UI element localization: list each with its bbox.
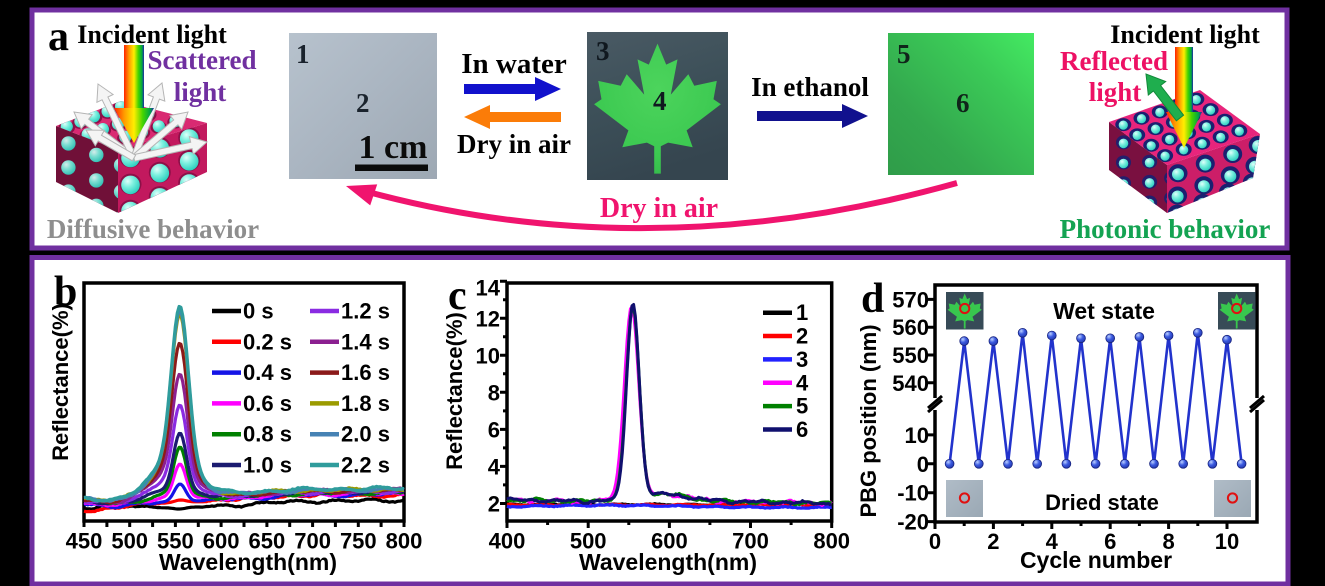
svg-text:0.4 s: 0.4 s <box>243 360 292 385</box>
svg-text:1.4 s: 1.4 s <box>341 329 390 354</box>
svg-text:3: 3 <box>596 36 610 66</box>
svg-text:2: 2 <box>796 324 808 349</box>
svg-text:4: 4 <box>653 86 667 116</box>
svg-text:1.6 s: 1.6 s <box>341 360 390 385</box>
svg-text:14: 14 <box>476 276 501 301</box>
svg-text:Wet state: Wet state <box>1053 298 1155 324</box>
svg-text:5: 5 <box>796 394 808 419</box>
svg-text:d: d <box>861 276 884 322</box>
svg-text:light: light <box>174 77 227 107</box>
svg-text:5: 5 <box>897 39 911 69</box>
svg-text:500: 500 <box>570 529 607 554</box>
svg-text:4: 4 <box>1046 529 1059 554</box>
svg-text:-20: -20 <box>897 510 929 535</box>
svg-text:500: 500 <box>111 529 148 554</box>
svg-text:Dry in air: Dry in air <box>600 193 718 224</box>
svg-text:1.2 s: 1.2 s <box>341 299 390 324</box>
svg-text:6: 6 <box>488 417 500 442</box>
svg-text:6: 6 <box>1104 529 1116 554</box>
svg-text:2: 2 <box>356 88 370 118</box>
svg-text:2: 2 <box>987 529 999 554</box>
svg-text:Cycle number: Cycle number <box>1020 547 1172 573</box>
svg-text:2: 2 <box>488 492 500 517</box>
svg-text:Wavelength(nm): Wavelength(nm) <box>579 549 757 575</box>
svg-text:4: 4 <box>488 454 501 479</box>
svg-text:Photonic behavior: Photonic behavior <box>1060 214 1271 244</box>
svg-text:8: 8 <box>488 380 500 405</box>
svg-text:550: 550 <box>157 529 194 554</box>
svg-text:1: 1 <box>796 300 808 325</box>
svg-text:Reflectance(%): Reflectance(%) <box>48 303 73 461</box>
svg-text:0.8 s: 0.8 s <box>243 422 292 447</box>
svg-text:Incident light: Incident light <box>1110 20 1260 49</box>
svg-text:12: 12 <box>476 306 500 331</box>
svg-text:0 s: 0 s <box>243 299 274 324</box>
svg-text:550: 550 <box>892 343 929 368</box>
svg-text:2.0 s: 2.0 s <box>341 422 390 447</box>
svg-text:2.2 s: 2.2 s <box>341 453 390 478</box>
svg-text:0.2 s: 0.2 s <box>243 329 292 354</box>
svg-text:In ethanol: In ethanol <box>751 72 869 102</box>
svg-text:0: 0 <box>917 452 929 477</box>
svg-text:700: 700 <box>294 529 331 554</box>
svg-text:10: 10 <box>476 343 500 368</box>
svg-text:600: 600 <box>651 529 688 554</box>
svg-text:Wavelength(nm): Wavelength(nm) <box>159 549 337 575</box>
svg-text:600: 600 <box>203 529 240 554</box>
svg-text:700: 700 <box>732 529 769 554</box>
svg-text:1.0 s: 1.0 s <box>243 453 292 478</box>
svg-text:3: 3 <box>796 347 808 372</box>
svg-text:800: 800 <box>813 529 850 554</box>
svg-text:Reflectance(%): Reflectance(%) <box>442 312 467 470</box>
svg-text:650: 650 <box>249 529 286 554</box>
svg-text:560: 560 <box>892 315 929 340</box>
svg-text:Incident light: Incident light <box>77 20 227 49</box>
svg-text:Dried state: Dried state <box>1045 490 1159 515</box>
svg-text:0: 0 <box>929 529 941 554</box>
svg-text:1: 1 <box>296 39 310 69</box>
svg-text:6: 6 <box>796 417 808 442</box>
svg-text:0.6 s: 0.6 s <box>243 391 292 416</box>
svg-text:PBG position (nm): PBG position (nm) <box>856 324 881 517</box>
svg-text:-10: -10 <box>897 481 929 506</box>
svg-text:570: 570 <box>892 287 929 312</box>
svg-text:b: b <box>54 269 77 315</box>
svg-text:800: 800 <box>386 529 423 554</box>
svg-text:4: 4 <box>796 370 809 395</box>
svg-text:Diffusive behavior: Diffusive behavior <box>47 214 259 244</box>
svg-text:750: 750 <box>340 529 377 554</box>
svg-text:1 cm: 1 cm <box>359 129 428 166</box>
svg-text:10: 10 <box>1215 529 1239 554</box>
svg-text:400: 400 <box>489 529 526 554</box>
svg-text:Scattered: Scattered <box>148 45 257 75</box>
svg-text:In water: In water <box>461 48 567 80</box>
svg-text:8: 8 <box>1162 529 1174 554</box>
svg-text:Reflected: Reflected <box>1060 46 1168 76</box>
svg-text:light: light <box>1089 77 1142 107</box>
svg-text:450: 450 <box>66 529 103 554</box>
svg-text:1.8 s: 1.8 s <box>341 391 390 416</box>
svg-text:6: 6 <box>956 88 970 118</box>
svg-text:10: 10 <box>905 423 929 448</box>
svg-text:540: 540 <box>892 371 929 396</box>
svg-text:c: c <box>448 273 467 319</box>
svg-text:a: a <box>48 14 69 60</box>
svg-text:Dry in air: Dry in air <box>457 129 571 159</box>
